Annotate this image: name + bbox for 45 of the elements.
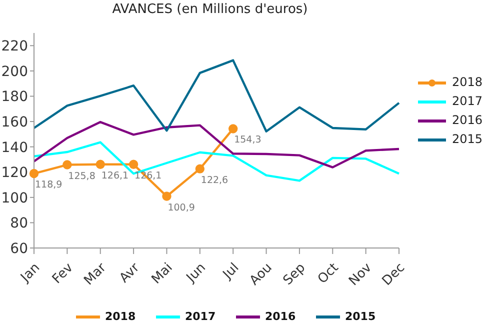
data-label: 100,9 bbox=[168, 202, 195, 214]
x-tick-label: Mai bbox=[149, 260, 176, 288]
data-label: 154,3 bbox=[234, 134, 262, 146]
x-tick-label: Jun bbox=[183, 260, 209, 286]
x-tick-label: Aou bbox=[247, 260, 276, 289]
x-tick-label: Jul bbox=[220, 260, 242, 283]
point bbox=[228, 124, 238, 134]
point bbox=[128, 160, 138, 170]
y-tick-label: 100 bbox=[1, 190, 28, 206]
x-tick-label: Mar bbox=[81, 260, 110, 288]
x-tick-label: Dec bbox=[380, 260, 408, 289]
line-series bbox=[32, 120, 400, 168]
legend-label: 2016 bbox=[452, 113, 483, 127]
data-label: 125,8 bbox=[68, 170, 96, 182]
data-label: 126,1 bbox=[101, 170, 129, 182]
text: 2015 bbox=[345, 310, 376, 323]
y-tick-label: 200 bbox=[1, 64, 28, 80]
data-label: 122,6 bbox=[200, 174, 228, 186]
y-tick-label: 140 bbox=[1, 140, 28, 156]
x-tick-label: Sep bbox=[280, 260, 309, 288]
chart-title: AVANCES (en Millions d'euros) bbox=[111, 2, 309, 17]
data-label: 118,9 bbox=[35, 180, 62, 191]
x-tick-label: Oct bbox=[315, 260, 342, 287]
point bbox=[162, 192, 172, 201]
y-tick-label: 180 bbox=[1, 89, 28, 106]
line-series bbox=[32, 59, 400, 132]
y-tick-label: 80 bbox=[10, 216, 28, 232]
x-tick-label: Jan bbox=[18, 260, 44, 286]
legend-label: 2018 bbox=[105, 310, 136, 323]
x-tick-label: Fev bbox=[50, 260, 76, 287]
point bbox=[62, 160, 72, 170]
y-tick-label: 60 bbox=[10, 240, 28, 257]
text: 2018 bbox=[452, 75, 483, 89]
point bbox=[29, 168, 39, 178]
legend-label: 2017 bbox=[452, 94, 483, 108]
text: 2017 bbox=[185, 310, 216, 323]
point bbox=[195, 164, 205, 174]
point bbox=[96, 160, 105, 170]
y-tick-label: 220 bbox=[1, 38, 28, 55]
legend-label: 2015 bbox=[452, 132, 483, 146]
text: 2016 bbox=[265, 310, 296, 323]
x-tick-label: Avr bbox=[117, 260, 144, 286]
y-tick-label: 160 bbox=[1, 114, 28, 130]
y-tick-label: 120 bbox=[1, 165, 28, 182]
x-tick-label: Nov bbox=[346, 260, 376, 289]
